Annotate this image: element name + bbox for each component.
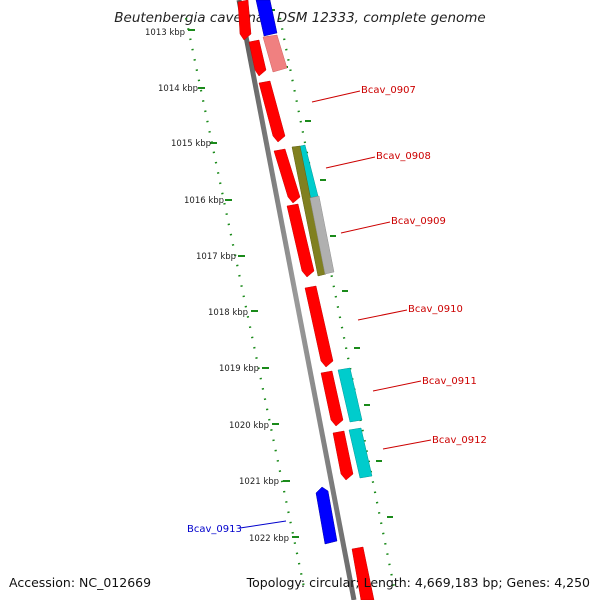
gene-feature-blue [255,0,278,37]
topology-text: Topology: circular; Length: 4,669,183 bp… [246,575,590,590]
scale-label: 1021 kbp [239,477,279,487]
reverse-strand-genes [255,0,338,545]
gene-label-bcav-0910[interactable]: Bcav_0910 [408,304,463,315]
cog-colored-genes [262,34,373,479]
gene-feature-pink [262,34,288,73]
scale-label: 1017 kbp [196,252,236,262]
gene-feature-cyan [348,427,373,479]
gene-feature [237,0,252,41]
scale-label: 1013 kbp [145,28,185,38]
gene-label-bcav-0907[interactable]: Bcav_0907 [361,85,416,96]
map-title: Beutenbergia cavernae DSM 12333, complet… [114,10,486,26]
scale-label: 1019 kbp [219,364,259,374]
gene-labels: Bcav_0907 Bcav_0908 Bcav_0909 Bcav_0910 … [187,85,487,535]
gene-feature [320,370,344,427]
scale-label: 1014 kbp [158,84,198,94]
scale-label: 1018 kbp [208,308,248,318]
gene-feature-gray [309,195,335,275]
scale-label: 1020 kbp [229,421,269,431]
gene-feature [248,39,267,77]
gene-feature [332,430,354,481]
scale-label: 1022 kbp [249,534,289,544]
gene-feature [273,148,301,204]
gene-leader-lines [239,90,432,529]
gene-label-bcav-0913[interactable]: Bcav_0913 [187,524,242,535]
gene-label-bcav-0908[interactable]: Bcav_0908 [376,151,431,162]
gene-label-bcav-0909[interactable]: Bcav_0909 [391,216,446,227]
gene-feature [351,546,375,600]
scale-label: 1016 kbp [184,196,224,206]
scale-labels: 1013 kbp 1014 kbp 1015 kbp 1016 kbp 1017… [145,28,289,544]
forward-strand-genes [237,0,375,600]
gene-feature [258,80,286,143]
gene-feature-cyan [337,367,363,423]
scale-label: 1015 kbp [171,139,211,149]
gene-feature [304,285,334,368]
scale-ring-dotted-left [184,17,307,593]
gene-feature-blue [315,486,338,545]
accession-text: Accession: NC_012669 [9,575,152,590]
gene-feature [286,203,315,278]
gene-label-bcav-0911[interactable]: Bcav_0911 [422,376,477,387]
genome-backbone [236,0,357,600]
gene-label-bcav-0912[interactable]: Bcav_0912 [432,435,487,446]
